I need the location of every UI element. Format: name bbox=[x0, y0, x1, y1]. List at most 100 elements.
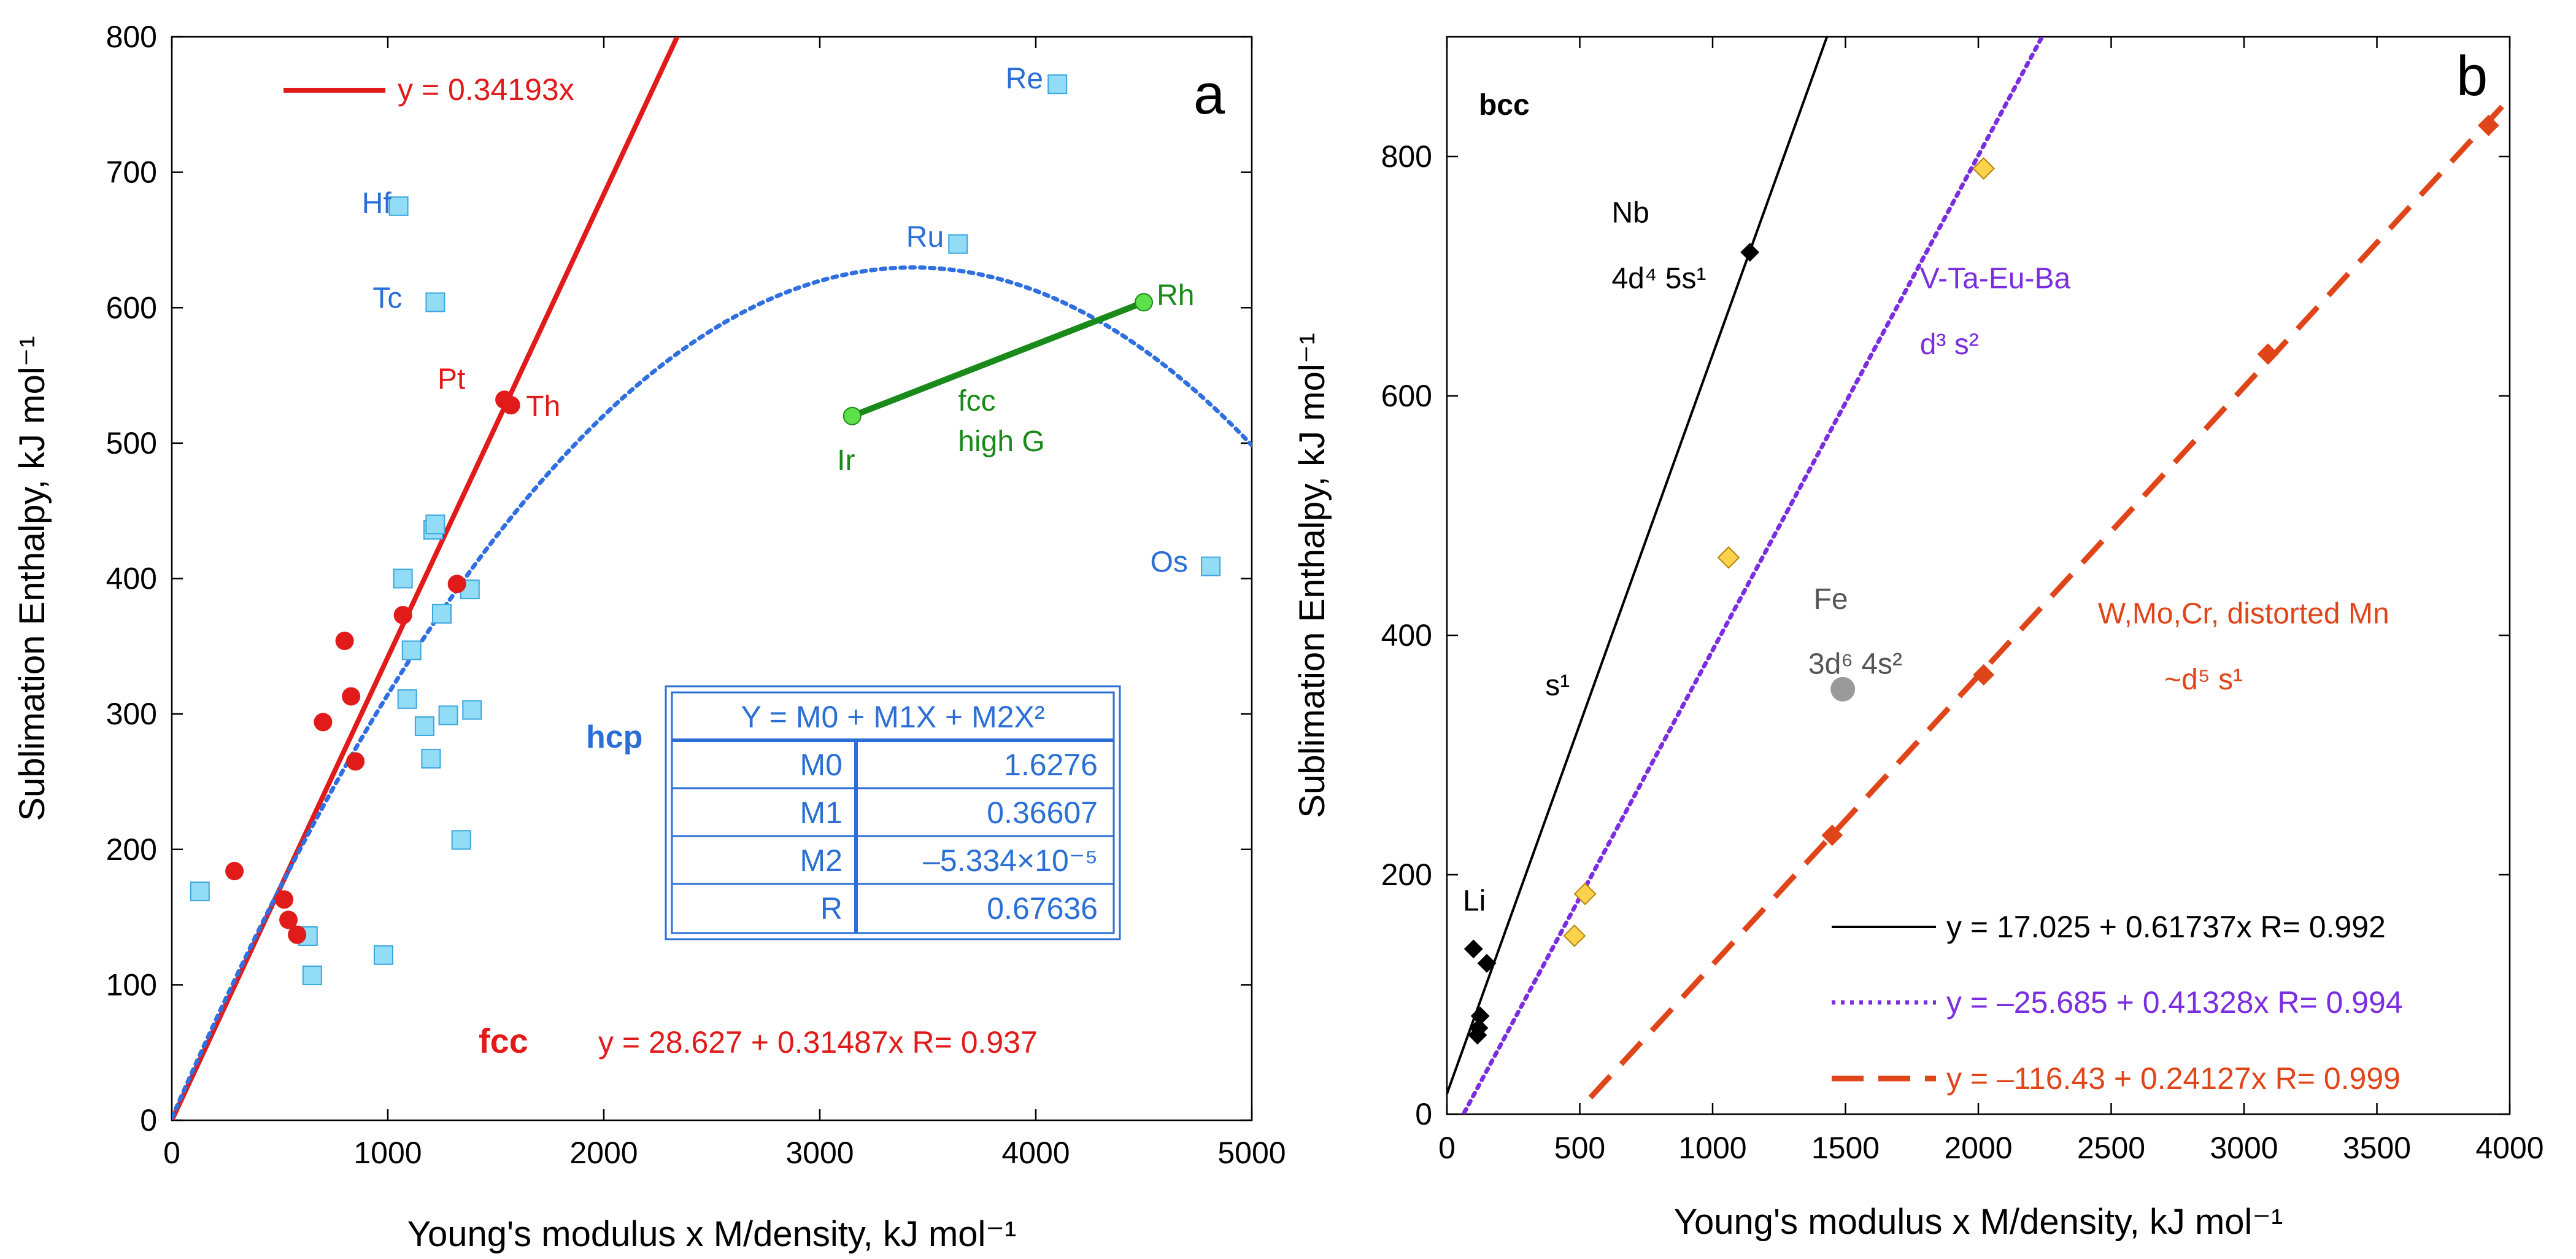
annotation-label: ~d⁵ s¹ bbox=[2164, 664, 2243, 696]
hcp-table-inner bbox=[671, 691, 1115, 934]
y-tick-label: 800 bbox=[1381, 139, 1432, 174]
legend-label: y = –116.43 + 0.24127x R= 0.999 bbox=[1946, 1061, 2401, 1096]
annotation-label: V-Ta-Eu-Ba bbox=[1920, 263, 2071, 295]
hcp-point bbox=[438, 705, 458, 726]
point-label: fcc bbox=[958, 385, 995, 417]
y-axis-title: Sublimation Enthalpy, kJ mol⁻¹ bbox=[1292, 333, 1332, 818]
y-tick-label: 400 bbox=[1381, 618, 1432, 653]
hcp-point bbox=[1201, 556, 1221, 576]
annotation-label: Li bbox=[1463, 885, 1486, 918]
d3s2-point bbox=[1573, 882, 1597, 905]
x-tick-label: 4000 bbox=[1001, 1136, 1070, 1170]
x-tick-label: 0 bbox=[1438, 1131, 1456, 1165]
annotation-label: 3d⁶ 4s² bbox=[1808, 648, 1902, 680]
annotation-label: W,Mo,Cr, distorted Mn bbox=[2098, 598, 2389, 630]
hcp-label: hcp bbox=[586, 719, 642, 755]
fe-point bbox=[1830, 676, 1856, 702]
hcp-point bbox=[432, 603, 452, 624]
hcp-point bbox=[421, 748, 441, 769]
ir-rh-line bbox=[850, 299, 1145, 419]
d5s1-point bbox=[2257, 343, 2279, 365]
x-tick-label: 1500 bbox=[1811, 1131, 1880, 1165]
point-label: Hf bbox=[362, 187, 392, 220]
fcc-point bbox=[346, 752, 365, 771]
x-axis-title: Young's modulus x M/density, kJ mol⁻¹ bbox=[1674, 1202, 2283, 1242]
fcc-point bbox=[288, 925, 307, 944]
legend-label: y = 17.025 + 0.61737x R= 0.992 bbox=[1946, 910, 2386, 944]
annotation-label: 4d⁴ 5s¹ bbox=[1611, 263, 1706, 295]
hcp-table-value: 0.67636 bbox=[987, 891, 1098, 926]
y-tick-label: 500 bbox=[106, 426, 157, 460]
point-label: Th bbox=[526, 390, 560, 423]
plot-frame bbox=[1446, 36, 2511, 1115]
point-label: high G bbox=[958, 425, 1044, 458]
fit-line-1 bbox=[1447, 37, 1829, 1094]
point-label: Tc bbox=[372, 282, 402, 314]
y-axis-title: Sublimation Enthalpy, kJ mol⁻¹ bbox=[12, 336, 52, 821]
x-tick-label: 500 bbox=[1554, 1131, 1605, 1165]
panel-b-chart: 0 500 1000 1500 2000 2500 3000 3500 4000 0 200 400 6… bbox=[1292, 36, 2544, 1242]
point-label: Ru bbox=[906, 221, 944, 254]
hcp-point bbox=[397, 689, 417, 709]
s1-point bbox=[1468, 1025, 1487, 1045]
d3s2-point bbox=[1563, 924, 1586, 947]
hcp-point bbox=[462, 700, 482, 720]
point-label: Os bbox=[1151, 546, 1188, 578]
hcp-point bbox=[425, 514, 445, 535]
panel-letter: b bbox=[2456, 45, 2488, 107]
x-tick-label: 3000 bbox=[2210, 1131, 2278, 1165]
x-tick-label: 1000 bbox=[353, 1136, 422, 1170]
fcc-point bbox=[335, 631, 354, 650]
d5s1-point bbox=[2477, 114, 2499, 136]
fcc-point bbox=[447, 575, 466, 594]
d5s1-point bbox=[1821, 824, 1843, 846]
panel-letter: a bbox=[1194, 63, 1225, 126]
y-tick-label: 300 bbox=[106, 697, 157, 731]
x-tick-label: 4000 bbox=[2475, 1131, 2543, 1165]
d5s1-point bbox=[1973, 664, 1995, 686]
y-tick-label: 200 bbox=[106, 832, 157, 867]
fit-line-2 bbox=[1460, 37, 2045, 1114]
annotation-label: Nb bbox=[1611, 196, 1649, 229]
legend-label: y = 0.34193x bbox=[398, 72, 574, 107]
y-tick-label: 400 bbox=[106, 562, 157, 596]
point-label: Rh bbox=[1157, 279, 1194, 312]
s1-point bbox=[1463, 939, 1483, 959]
hcp-point bbox=[373, 945, 393, 965]
y-tick-label: 100 bbox=[106, 967, 157, 1002]
annotation-label: d³ s² bbox=[1920, 328, 1979, 361]
fcc-point bbox=[225, 862, 244, 881]
y-tick-label: 600 bbox=[1381, 379, 1432, 413]
point-label: Ir bbox=[837, 444, 855, 477]
legend-label: y = –25.685 + 0.41328x R= 0.994 bbox=[1946, 985, 2403, 1020]
fcc-label: fcc bbox=[479, 1021, 528, 1060]
plot-area bbox=[172, 37, 1252, 1120]
annotation-label: s¹ bbox=[1545, 670, 1570, 702]
hcp-point bbox=[393, 568, 413, 589]
hcp-table-param: M2 bbox=[800, 843, 843, 878]
x-tick-label: 2000 bbox=[569, 1136, 638, 1170]
annotation-label: bcc bbox=[1479, 89, 1530, 122]
hcp-table-value: 0.36607 bbox=[987, 796, 1098, 830]
hcp-point bbox=[401, 640, 422, 660]
y-tick-label: 0 bbox=[140, 1103, 157, 1137]
fcc-fit-line bbox=[172, 37, 680, 1120]
hcp-point bbox=[302, 965, 322, 985]
x-tick-label: 0 bbox=[163, 1136, 180, 1170]
plot-area bbox=[1447, 37, 2510, 1114]
x-tick-label: 1000 bbox=[1678, 1131, 1746, 1165]
annotation-label: Fe bbox=[1814, 583, 1848, 616]
x-tick-label: 3000 bbox=[785, 1136, 854, 1170]
panel-a-chart: 0 1000 2000 3000 4000 5000 0 100 200 300 400 500 600… bbox=[12, 20, 1286, 1254]
y-tick-label: 0 bbox=[1415, 1097, 1432, 1131]
ir-rh-point bbox=[1135, 293, 1153, 312]
hcp-point bbox=[388, 196, 409, 216]
y-tick-label: 200 bbox=[1381, 858, 1432, 892]
hcp-point bbox=[190, 881, 210, 902]
x-tick-label: 2000 bbox=[1944, 1131, 2012, 1165]
fcc-equation: y = 28.627 + 0.31487x R= 0.937 bbox=[598, 1025, 1038, 1059]
hcp-point bbox=[1047, 74, 1068, 95]
x-tick-label: 2500 bbox=[2077, 1131, 2145, 1165]
x-axis-title: Young's modulus x M/density, kJ mol⁻¹ bbox=[407, 1214, 1017, 1254]
s1-point bbox=[1740, 242, 1760, 262]
